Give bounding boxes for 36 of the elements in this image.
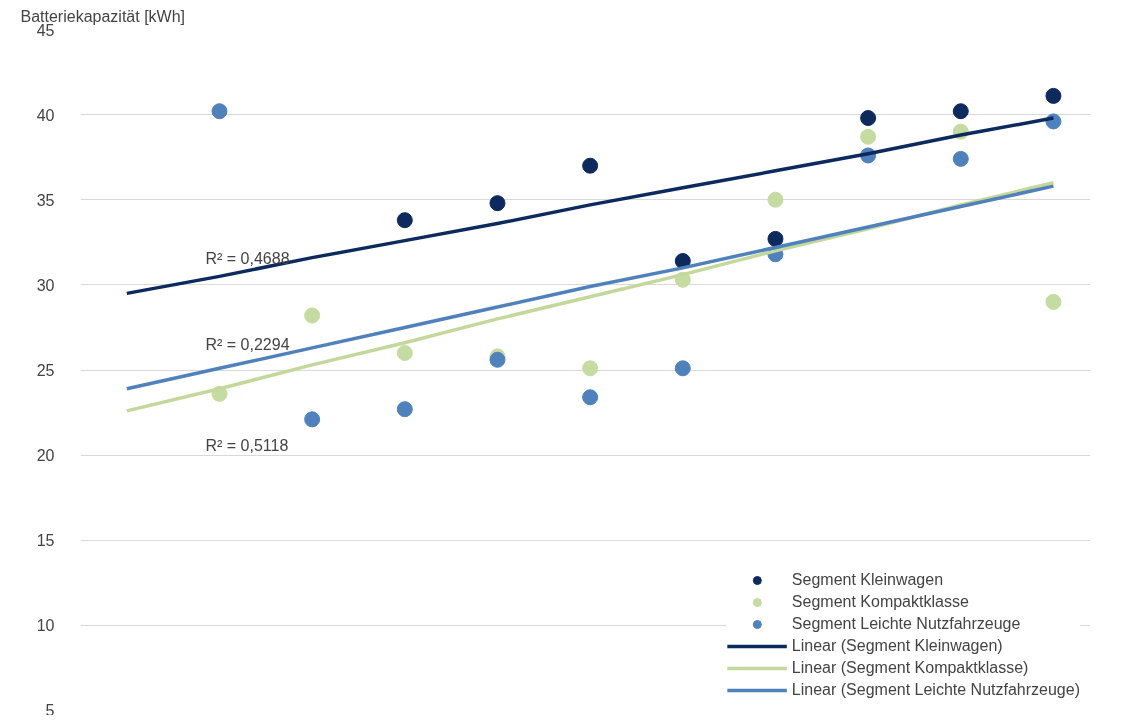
point (396, 344, 413, 361)
point (396, 212, 413, 229)
legend-label: Segment Kleinwagen (791, 571, 944, 589)
point (952, 103, 969, 120)
point (489, 195, 506, 212)
point (674, 360, 691, 377)
y-tick-label: 25 (36, 362, 55, 379)
point (952, 150, 969, 167)
point (304, 307, 321, 324)
annotation: R² = 0,2294 (205, 336, 290, 354)
point (304, 411, 321, 428)
y-tick-label: 40 (36, 106, 55, 124)
point (767, 230, 784, 247)
point (860, 128, 877, 145)
point (1045, 87, 1062, 104)
point (860, 110, 877, 127)
y-tick-label: 5 (45, 701, 55, 719)
legend-label: Segment Kompaktklasse (791, 593, 969, 611)
y-tick-label: 20 (36, 447, 55, 465)
point (1045, 293, 1062, 310)
point (211, 103, 228, 120)
legend-label: Linear (Segment Leichte Nutzfahrzeuge) (791, 681, 1080, 699)
y-tick-label: 15 (36, 532, 55, 550)
legend-label: Linear (Segment Kompaktklasse) (791, 659, 1029, 677)
point (582, 157, 599, 174)
y-tick-label: 35 (36, 191, 55, 209)
legend-label: Linear (Segment Kleinwagen) (791, 637, 1003, 655)
y-tick-label: 30 (36, 276, 55, 294)
point (582, 389, 599, 406)
annotation: R² = 0,5118 (205, 437, 289, 455)
point (582, 360, 599, 377)
point (767, 191, 784, 208)
y-tick-label: 10 (36, 617, 55, 635)
legend-label: Segment Leichte Nutzfahrzeuge (791, 615, 1021, 633)
point (396, 401, 413, 418)
annotation: R² = 0,4688 (205, 250, 290, 268)
